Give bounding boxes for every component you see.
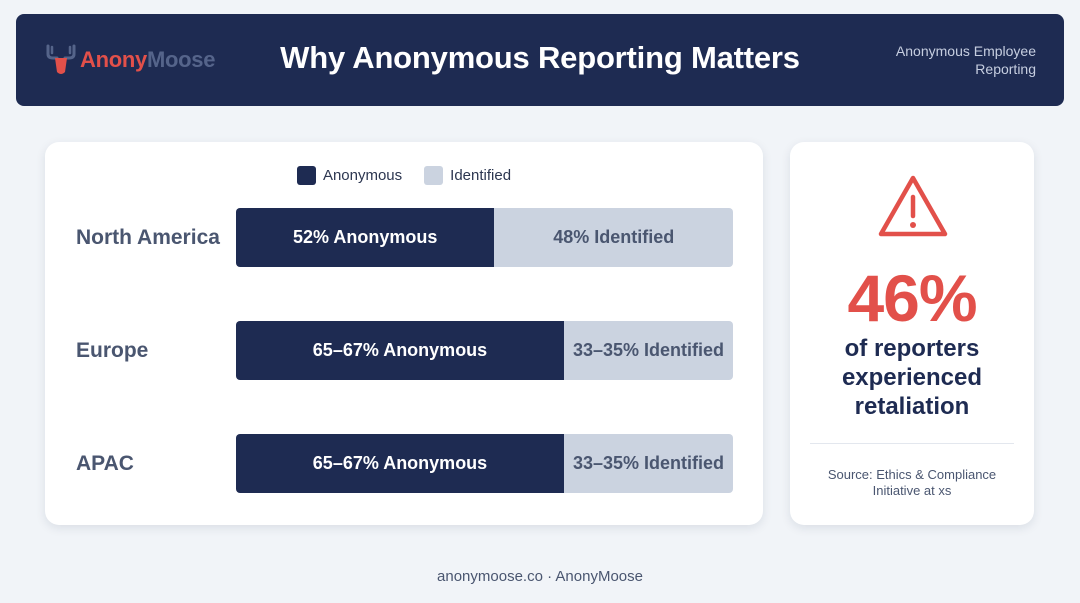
bar-segment-anonymous: 65–67% Anonymous	[236, 321, 565, 380]
bar-segment-identified: 33–35% Identified	[564, 434, 733, 493]
chart-card: Anonymous Identified North America 52% A…	[45, 142, 763, 525]
warning-triangle-icon	[878, 175, 948, 237]
bar-segment-identified: 33–35% Identified	[564, 321, 733, 380]
legend-item-identified: Identified	[424, 166, 511, 185]
divider	[810, 443, 1014, 444]
moose-logo-icon	[46, 44, 76, 74]
chart-legend: Anonymous Identified	[45, 166, 763, 185]
legend-item-anonymous: Anonymous	[296, 166, 403, 185]
category-label-north-america: North America	[76, 226, 220, 249]
logo-text-moose: Moose	[146, 47, 216, 72]
header-tagline: Anonymous Employee Reporting	[895, 43, 1036, 77]
legend-swatch-anonymous	[296, 166, 316, 185]
bar-north-america: 52% Anonymous 48% Identified	[236, 208, 733, 267]
footer: anonymoose.co · AnonyMoose	[437, 568, 643, 585]
source-note: Source: Ethics & Compliance Initiative a…	[827, 467, 997, 498]
stat-value: 46%	[847, 261, 977, 335]
bar-europe: 65–67% Anonymous 33–35% Identified	[236, 321, 733, 380]
legend-label-identified: Identified	[450, 167, 512, 184]
stat-card: 46% of reporters experienced retaliation…	[790, 142, 1034, 525]
logo-text-anony: Anony	[80, 47, 147, 72]
logo: AnonyMoose	[44, 40, 215, 80]
page-title: Why Anonymous Reporting Matters	[280, 40, 800, 75]
category-label-apac: APAC	[76, 452, 134, 475]
legend-label-anonymous: Anonymous	[322, 167, 403, 184]
category-label-europe: Europe	[76, 339, 149, 362]
bar-segment-identified: 48% Identified	[494, 208, 733, 267]
legend-swatch-identified	[424, 166, 444, 185]
stat-description: of reporters experienced retaliation	[841, 335, 983, 420]
bar-segment-anonymous: 65–67% Anonymous	[236, 434, 565, 493]
header-banner: AnonyMoose Why Anonymous Reporting Matte…	[16, 14, 1064, 106]
bar-apac: 65–67% Anonymous 33–35% Identified	[236, 434, 733, 493]
bar-segment-anonymous: 52% Anonymous	[236, 208, 495, 267]
